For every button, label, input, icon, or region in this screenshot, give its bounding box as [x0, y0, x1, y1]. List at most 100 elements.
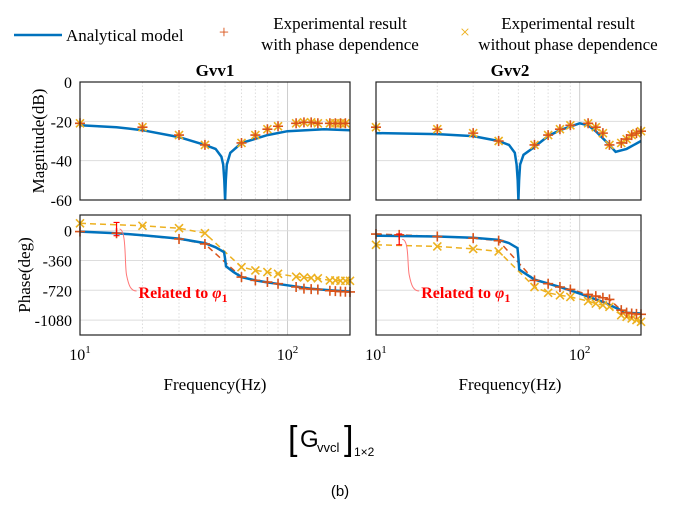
y-tick-label: -720 [43, 283, 72, 300]
marker-with-phase [236, 137, 247, 148]
x-tick-exponent: 2 [293, 344, 299, 356]
annotation-text: Related to [139, 285, 213, 302]
series-without-phase-line [375, 244, 642, 323]
marker-with-phase [529, 139, 540, 150]
marker-with-phase [306, 117, 317, 128]
marker-without-phase [468, 244, 478, 254]
marker-without-phase [250, 265, 260, 276]
marker-with-phase [262, 124, 273, 135]
marker-with-phase [621, 134, 632, 145]
caption-main: G [300, 426, 319, 453]
marker-without-phase [137, 221, 148, 231]
caption-label: (b) [331, 483, 349, 500]
annotation-subscript: 1 [222, 291, 228, 305]
legend-with-phase-label-2: with phase dependence [261, 35, 419, 54]
annotation-text: Related to [421, 285, 495, 302]
marker-with-phase [291, 118, 302, 129]
legend: Analytical model + Experimental result w… [14, 14, 658, 54]
marker-without-phase [432, 241, 442, 252]
marker-with-phase [432, 124, 443, 135]
marker-with-phase [291, 282, 302, 292]
y-tick-label: -40 [51, 154, 72, 171]
marker-with-phase [583, 289, 594, 300]
marker-with-phase [273, 121, 284, 132]
marker-without-phase [604, 302, 615, 312]
caption-sub: vvcl [317, 440, 340, 455]
annotation-subscript: 1 [504, 291, 510, 305]
plot-frame [79, 81, 351, 201]
marker-without-phase [200, 228, 210, 238]
y-tick-label: 0 [64, 224, 72, 241]
marker-with-phase [468, 128, 479, 139]
plot-frame [79, 214, 351, 336]
marker-with-phase [616, 305, 627, 316]
marker-with-phase [583, 118, 594, 129]
annotation-related-to-phi1: Related to φ1 [139, 285, 228, 305]
legend-analytical-label: Analytical model [66, 26, 184, 45]
marker-without-phase [313, 273, 323, 283]
series-analytical-line [79, 124, 351, 201]
marker-without-phase [174, 223, 184, 233]
legend-without-phase-label-2: without phase dependence [478, 35, 657, 54]
annotation-symbol: φ [495, 285, 504, 302]
x-tick-base: 10 [277, 347, 293, 364]
plot-frame [375, 81, 642, 201]
marker-with-phase [312, 118, 323, 129]
x-tick-base: 10 [569, 347, 585, 364]
x-tick-exponent: 1 [85, 344, 91, 356]
marker-with-phase [137, 122, 148, 133]
marker-with-phase [543, 130, 554, 141]
marker-with-phase [565, 120, 576, 131]
marker-without-phase [236, 262, 247, 272]
y-tick-label: -60 [51, 193, 72, 210]
marker-with-phase [631, 128, 642, 139]
marker-without-phase [529, 282, 540, 292]
marker-with-phase [616, 137, 627, 148]
magnitude-panel-2 [371, 81, 646, 201]
marker-with-phase [543, 278, 554, 289]
xlabel-gvv2: Frequency(Hz) [459, 375, 562, 394]
marker-without-phase [543, 288, 553, 298]
x-tick-label: 102 [569, 344, 591, 364]
plot-area [376, 82, 641, 200]
marker-with-phase [597, 128, 608, 139]
marker-with-phase [554, 124, 565, 135]
x-tick-base: 10 [365, 347, 381, 364]
x-tick-label: 101 [69, 344, 91, 364]
y-tick-label: -20 [51, 114, 72, 131]
annotation-leader-line [119, 228, 137, 292]
legend-without-phase-marker: × [460, 22, 470, 42]
xlabel-gvv1: Frequency(Hz) [164, 375, 267, 394]
annotation-related-to-phi1: Related to φ1 [421, 285, 510, 305]
marker-with-phase [312, 284, 323, 295]
marker-with-phase [529, 275, 540, 286]
marker-without-phase [273, 269, 283, 279]
plot-area [376, 215, 641, 335]
phase-offset-errorbar [113, 221, 120, 237]
title-gvv1: Gvv1 [196, 61, 235, 80]
marker-with-phase [493, 136, 504, 146]
marker-without-phase [591, 298, 601, 309]
y-tick-label: -1080 [35, 313, 72, 330]
marker-without-phase [494, 246, 504, 256]
marker-with-phase [590, 122, 601, 133]
marker-with-phase [590, 291, 601, 302]
marker-without-phase [555, 290, 565, 300]
marker-without-phase [291, 272, 301, 282]
marker-without-phase [565, 292, 575, 302]
caption-size: 1×2 [354, 445, 375, 459]
legend-with-phase-marker: + [219, 22, 229, 42]
marker-with-phase [604, 139, 615, 150]
marker-with-phase [468, 233, 479, 244]
magnitude-panel-1: 0 -20 -40 -60 [51, 75, 351, 210]
caption-bracket-right: ] [344, 420, 353, 458]
caption-bracket-left: [ [288, 420, 298, 458]
x-tick-base: 10 [69, 347, 85, 364]
marker-with-phase [273, 278, 284, 289]
ylabel-magnitude: Magnitude(dB) [29, 89, 48, 194]
annotation-symbol: φ [212, 285, 221, 302]
marker-with-phase [250, 275, 261, 286]
marker-without-phase [262, 267, 272, 277]
